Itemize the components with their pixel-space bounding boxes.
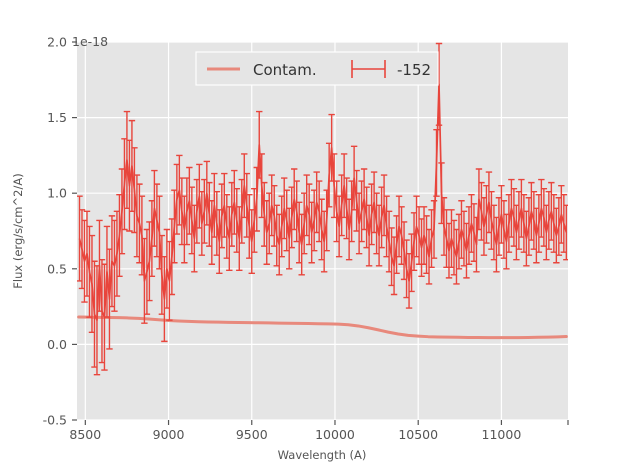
x-tick-label: 9500 bbox=[236, 427, 268, 442]
y-tick-label: 2.0 bbox=[47, 35, 67, 50]
x-tick-label: 11000 bbox=[482, 427, 522, 442]
legend[interactable]: Contam. -152 bbox=[195, 51, 439, 86]
y-tick-label: 1.0 bbox=[47, 186, 67, 201]
x-axis-title: Wavelength (A) bbox=[278, 448, 367, 462]
y-tick-label: -0.5 bbox=[43, 413, 67, 428]
y-tick-label: 1.5 bbox=[47, 110, 67, 125]
x-tick-label: 10500 bbox=[398, 427, 438, 442]
x-axis-tick-labels: 8500 9000 9500 10000 10500 11000 bbox=[69, 427, 521, 442]
x-tick-label: 10000 bbox=[315, 427, 355, 442]
legend-label-target: -152 bbox=[397, 61, 431, 79]
x-tick-label: 8500 bbox=[69, 427, 101, 442]
series-contam[interactable] bbox=[77, 315, 568, 340]
x-axis-ticks bbox=[84, 420, 569, 425]
y-axis-ticks bbox=[72, 41, 77, 421]
legend-marker-errorbar bbox=[351, 60, 386, 78]
y-tick-label: 0.0 bbox=[47, 337, 67, 352]
y-axis-offset-text: 1e-18 bbox=[72, 34, 108, 49]
y-tick-label: 0.5 bbox=[47, 261, 67, 276]
legend-label-contam: Contam. bbox=[253, 61, 317, 79]
series-spectrum-line[interactable] bbox=[78, 83, 568, 322]
y-axis-title: Flux (erg/s/cm^2/A) bbox=[11, 173, 25, 288]
y-axis-tick-labels: -0.5 0.0 0.5 1.0 1.5 2.0 bbox=[43, 35, 67, 428]
x-tick-label: 9000 bbox=[153, 427, 185, 442]
